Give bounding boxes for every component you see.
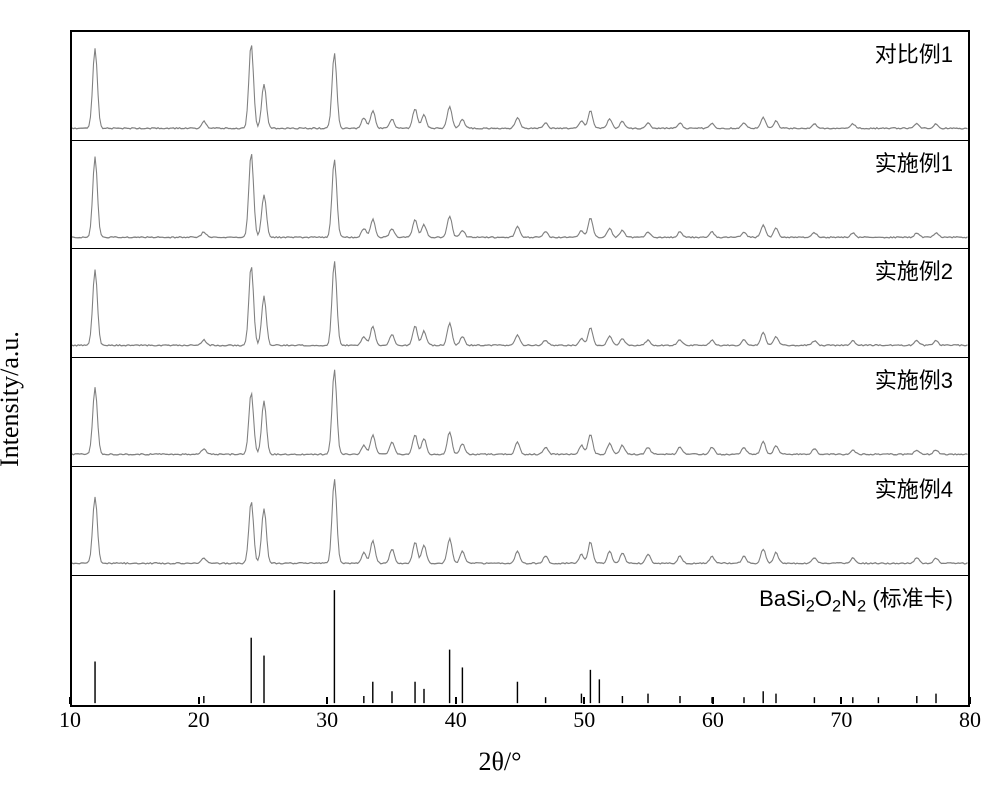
x-tick: 40 bbox=[445, 707, 467, 733]
xrd-trace bbox=[72, 249, 968, 357]
xrd-trace bbox=[72, 32, 968, 140]
xrd-trace bbox=[72, 358, 968, 466]
reference-panel: BaSi2O2N2 (标准卡) bbox=[72, 576, 968, 705]
xrd-trace bbox=[72, 141, 968, 249]
x-tick: 20 bbox=[188, 707, 210, 733]
x-tick: 70 bbox=[830, 707, 852, 733]
xrd-panel: 实施例4 bbox=[72, 467, 968, 576]
xrd-trace bbox=[72, 467, 968, 575]
xrd-panel: 实施例3 bbox=[72, 358, 968, 467]
x-tick: 50 bbox=[573, 707, 595, 733]
x-tick: 80 bbox=[959, 707, 981, 733]
reference-sticks bbox=[72, 576, 968, 705]
x-tick: 60 bbox=[702, 707, 724, 733]
x-tick: 30 bbox=[316, 707, 338, 733]
plot-area: 对比例1实施例1实施例2实施例3实施例4BaSi2O2N2 (标准卡) bbox=[70, 30, 970, 707]
x-tick: 10 bbox=[59, 707, 81, 733]
xrd-panel: 实施例2 bbox=[72, 249, 968, 358]
xrd-panel: 实施例1 bbox=[72, 141, 968, 250]
y-axis-label: Intensity/a.u. bbox=[0, 331, 25, 467]
xrd-panel: 对比例1 bbox=[72, 32, 968, 141]
xrd-chart: Intensity/a.u. 对比例1实施例1实施例2实施例3实施例4BaSi2… bbox=[20, 20, 980, 777]
x-axis-label: 2θ/° bbox=[478, 747, 521, 777]
x-axis-ticks: 1020304050607080 bbox=[70, 707, 970, 737]
